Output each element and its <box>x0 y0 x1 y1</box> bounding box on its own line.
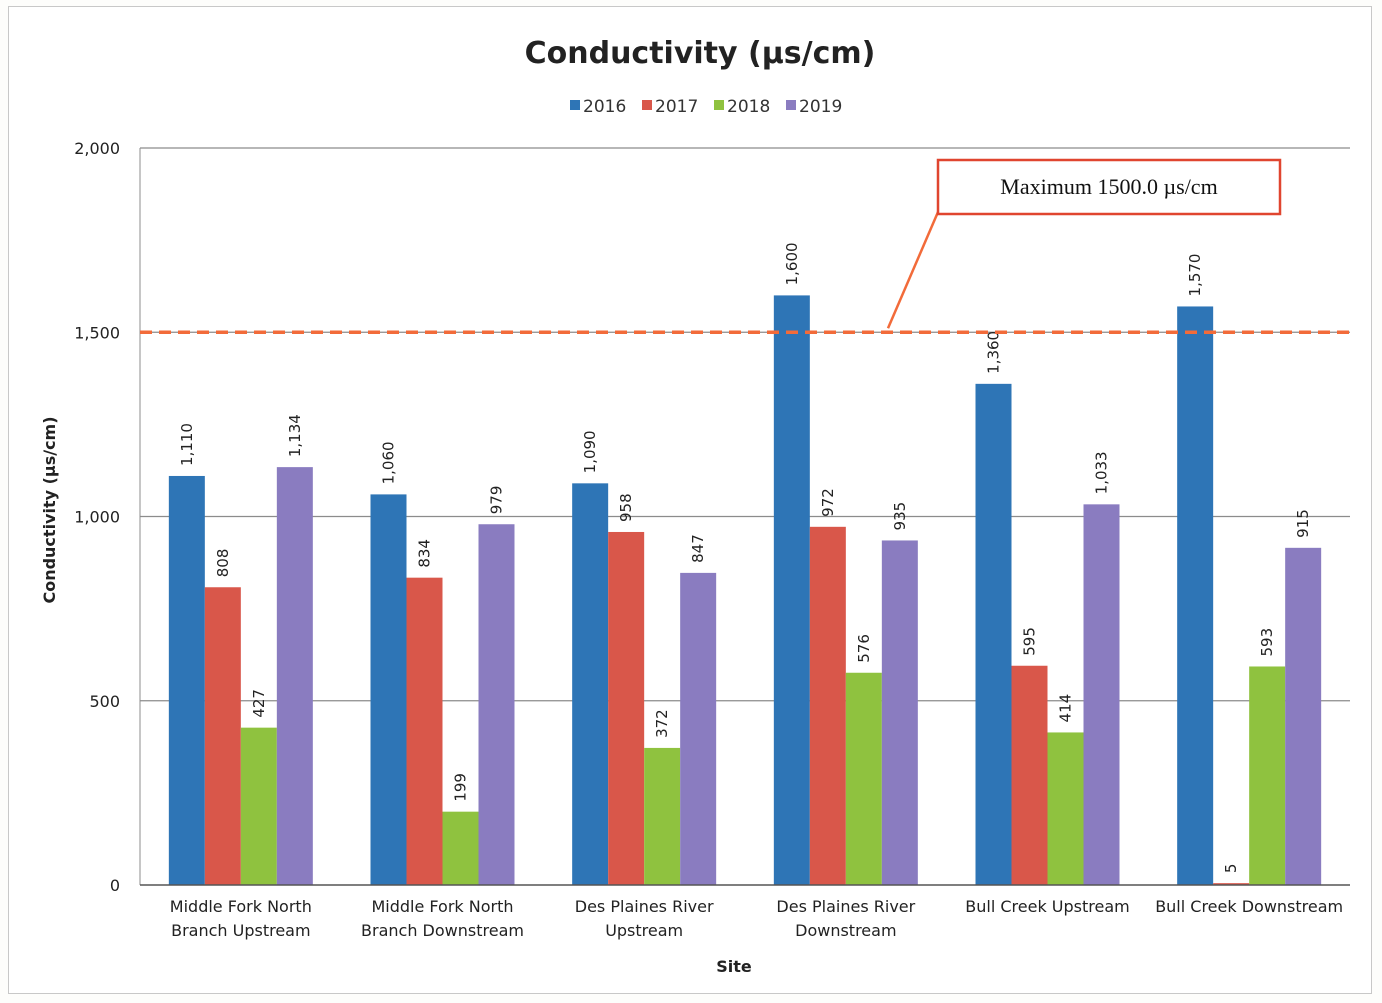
data-label-2018-2: 372 <box>653 709 671 738</box>
data-label-2018-3: 576 <box>855 634 873 663</box>
x-category-label: Bull Creek Upstream <box>965 897 1129 916</box>
bar-2016-1 <box>370 494 407 885</box>
data-label-2017-3: 972 <box>819 488 837 517</box>
data-label-2016-0: 1,110 <box>178 423 196 466</box>
bar-2018-0 <box>240 727 277 885</box>
bar-2019-3 <box>881 540 918 885</box>
x-axis-title: Site <box>716 957 752 976</box>
x-category-label: Middle Fork North Branch Upstream <box>170 897 312 940</box>
bar-2019-2 <box>680 572 717 885</box>
bar-2017-4 <box>1011 665 1048 885</box>
bar-2017-2 <box>608 531 645 885</box>
legend-label-2019: 2019 <box>799 97 842 117</box>
bar-2018-4 <box>1047 732 1084 885</box>
bar-2019-0 <box>276 467 313 885</box>
data-label-2016-3: 1,600 <box>783 242 801 285</box>
x-category-label: Middle Fork North Branch Downstream <box>361 897 524 940</box>
legend-label-2017: 2017 <box>655 97 698 117</box>
y-tick-label: 1,500 <box>74 323 120 342</box>
callout-leader <box>886 211 940 329</box>
data-label-2019-1: 979 <box>488 486 506 515</box>
data-label-2019-3: 935 <box>891 502 909 531</box>
legend-swatch-2019 <box>786 100 796 110</box>
bar-2017-1 <box>406 577 443 885</box>
bar-2019-4 <box>1083 504 1120 885</box>
data-label-2017-1: 834 <box>416 539 434 568</box>
bar-2016-2 <box>572 483 609 885</box>
bars <box>168 295 1322 886</box>
bar-2018-5 <box>1249 666 1286 885</box>
x-category-label: Des Plaines River Downstream <box>776 897 915 940</box>
y-tick-label: 1,000 <box>74 508 120 527</box>
y-axis-title: Conductivity (µs/cm) <box>40 416 59 603</box>
data-labels: 1,110 808 427 1,134 1,060 834 199 979 1,090 958 37… <box>178 242 1312 873</box>
data-label-2016-1: 1,060 <box>380 441 398 484</box>
y-tick-label: 0 <box>110 876 120 895</box>
x-axis: Middle Fork North Branch Upstream Middle F… <box>140 884 1350 940</box>
bar-2016-5 <box>1177 306 1214 886</box>
data-label-2019-2: 847 <box>689 534 707 563</box>
reference-line-group: Maximum 1500.0 µs/cm <box>140 158 1350 334</box>
data-label-2016-2: 1,090 <box>581 430 599 473</box>
legend-swatch-2016 <box>570 100 580 110</box>
data-label-2018-0: 427 <box>250 689 268 718</box>
y-tick-label: 500 <box>89 692 120 711</box>
data-label-2019-5: 915 <box>1294 509 1312 538</box>
legend-label-2018: 2018 <box>727 97 770 117</box>
x-category-label: Des Plaines River Upstream <box>575 897 714 940</box>
bar-2016-0 <box>168 475 205 885</box>
data-label-2018-5: 593 <box>1258 628 1276 657</box>
x-category-label: Bull Creek Downstream <box>1155 897 1343 916</box>
data-label-2018-1: 199 <box>452 773 470 802</box>
callout-label: Maximum 1500.0 µs/cm <box>1000 174 1217 199</box>
legend: 2016 2017 2018 2019 <box>570 97 842 117</box>
bar-2016-4 <box>975 383 1012 885</box>
bar-2016-3 <box>773 295 810 885</box>
bar-2018-1 <box>442 811 479 885</box>
data-label-2017-5: 5 <box>1222 864 1240 874</box>
data-label-2019-0: 1,134 <box>286 414 304 457</box>
data-label-2017-4: 595 <box>1021 627 1039 656</box>
data-label-2018-4: 414 <box>1057 694 1075 723</box>
bar-2017-0 <box>204 587 241 885</box>
y-axis: 0 500 1,000 1,500 2,000 <box>74 139 141 895</box>
chart-title: Conductivity (µs/cm) <box>525 36 876 71</box>
bar-2017-3 <box>809 526 846 885</box>
data-label-2016-4: 1,360 <box>985 331 1003 374</box>
legend-swatch-2018 <box>714 100 724 110</box>
bar-2019-5 <box>1285 547 1322 885</box>
bar-2019-1 <box>478 524 515 885</box>
gridlines <box>140 147 1350 702</box>
legend-swatch-2017 <box>642 100 652 110</box>
bar-2018-3 <box>845 672 882 885</box>
data-label-2017-0: 808 <box>214 549 232 578</box>
legend-label-2016: 2016 <box>583 97 626 117</box>
bar-2018-2 <box>644 747 681 885</box>
y-tick-label: 2,000 <box>74 139 120 158</box>
data-label-2017-2: 958 <box>617 493 635 522</box>
bar-2017-5 <box>1213 883 1250 885</box>
callout-box <box>936 158 1282 216</box>
data-label-2019-4: 1,033 <box>1093 451 1111 494</box>
data-label-2016-5: 1,570 <box>1186 254 1204 297</box>
